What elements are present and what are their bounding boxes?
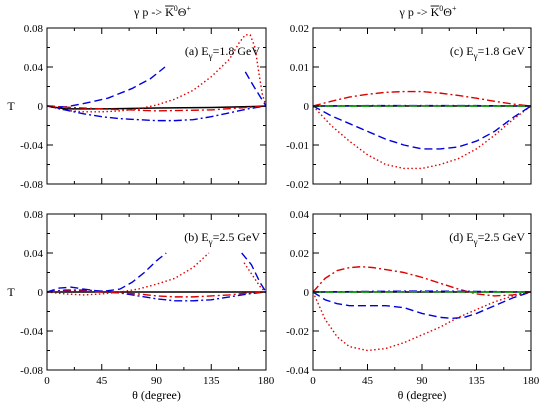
x-tick-label: 0: [310, 375, 316, 387]
series-group: [47, 252, 266, 302]
annotation-suffix: =2.5 GeV: [213, 230, 261, 244]
annotation-suffix: =2.5 GeV: [478, 230, 526, 244]
x-tick-label: 0: [44, 375, 50, 387]
y-tick-label: 0.08: [24, 23, 44, 35]
title-superscript: +: [452, 4, 457, 13]
x-tick-label: 90: [417, 375, 429, 387]
y-tick-label: 0.01: [290, 62, 309, 74]
title-superscript: +: [186, 4, 191, 13]
x-tick-label: 135: [468, 375, 485, 387]
series-line-dashed: [241, 252, 266, 293]
series-line-dashdot: [313, 90, 531, 107]
y-tick-label: 0.04: [290, 209, 310, 221]
panel-4: -0.04 -0.02 0 0.02 0.04 0 45 90 135 180 θ (degree)…: [286, 209, 540, 402]
y-tick-label: 0.08: [24, 209, 44, 221]
panel-title: γ p -> K0Θ+: [399, 4, 457, 19]
panel-annotation: (c) Eγ=1.8 GeV: [450, 44, 525, 61]
y-tick-label: 0: [38, 101, 44, 113]
series-line-dotted: [313, 105, 531, 170]
title-theta: Θ: [443, 5, 452, 19]
panel-1: -0.08 -0.04 0 0.04 0.08 T (a) Eγ=1.8 GeV γ p ->…: [7, 4, 267, 191]
series-line-dotted: [47, 34, 266, 113]
x-axis-label: θ (degree): [398, 388, 447, 402]
y-axis-label: T: [7, 99, 15, 113]
y-axis-label: T: [7, 285, 15, 299]
panel-annotation: (a) Eγ=1.8 GeV: [185, 44, 260, 61]
y-tick-label: -0.02: [286, 179, 309, 191]
title-main: γ p -> K: [399, 5, 440, 19]
title-theta: Θ: [178, 5, 187, 19]
annotation-subscript: γ: [473, 51, 478, 61]
annotation-prefix: (d) E: [449, 230, 473, 244]
series-line-dashdot: [47, 105, 266, 122]
y-tick-label: -0.08: [20, 365, 43, 377]
title-main: γ p -> K: [133, 5, 174, 19]
series-line-dotted: [243, 262, 266, 293]
panel-annotation: (b) Eγ=2.5 GeV: [184, 230, 260, 247]
x-axis-label: θ (degree): [132, 388, 181, 402]
y-tick-label: 0: [304, 101, 310, 113]
panel-annotation: (d) Eγ=2.5 GeV: [449, 230, 525, 247]
annotation-prefix: (a) E: [185, 44, 209, 58]
y-tick-label: 0: [304, 287, 310, 299]
title-superscript: 0: [439, 4, 443, 13]
series-line-dashdot: [313, 265, 531, 297]
annotation-prefix: (b) E: [184, 230, 208, 244]
series-line-solid: [47, 105, 266, 110]
series-group: [47, 34, 266, 122]
y-tick-label: 0.04: [24, 248, 44, 260]
series-line-dashed: [47, 252, 167, 293]
series-line-dashed: [313, 291, 531, 320]
series-line-dashdot: [47, 290, 266, 298]
panel-2: -0.02 -0.01 0 0.01 0.02 (c) Eγ=1.8 GeV γ p -> …: [286, 4, 532, 191]
x-tick-label: 180: [258, 375, 275, 387]
x-tick-label: 45: [96, 375, 108, 387]
panel-title: γ p -> K0Θ+: [133, 4, 191, 19]
x-tick-label: 180: [523, 375, 540, 387]
annotation-suffix: =1.8 GeV: [478, 44, 526, 58]
series-line-dashdot: [47, 289, 266, 302]
annotation-subscript: γ: [473, 237, 478, 247]
series-line-dashed: [47, 66, 166, 108]
y-tick-label: 0: [38, 287, 44, 299]
y-tick-label: -0.02: [286, 326, 309, 338]
series-line-dashed: [313, 105, 531, 150]
annotation-subscript: γ: [208, 51, 213, 61]
series-line-dashed: [244, 71, 266, 107]
y-tick-label: 0.04: [24, 62, 44, 74]
y-tick-label: 0.02: [290, 248, 309, 260]
annotation-suffix: =1.8 GeV: [213, 44, 261, 58]
series-group: [313, 90, 531, 170]
x-tick-label: 90: [151, 375, 163, 387]
y-tick-label: -0.04: [286, 365, 309, 377]
panel-3: -0.08 -0.04 0 0.04 0.08 0 45 90 135 180 Tθ (degree…: [7, 209, 274, 402]
x-tick-label: 45: [362, 375, 374, 387]
series-group: [313, 265, 531, 352]
y-tick-label: -0.08: [20, 179, 43, 191]
series-line-dotted: [313, 291, 531, 352]
y-tick-label: -0.04: [20, 140, 43, 152]
y-tick-label: -0.01: [286, 140, 309, 152]
series-line-dotted: [47, 252, 210, 296]
title-superscript: 0: [174, 4, 178, 13]
annotation-subscript: γ: [208, 237, 213, 247]
y-tick-label: -0.04: [20, 326, 43, 338]
annotation-prefix: (c) E: [450, 44, 474, 58]
x-tick-label: 135: [203, 375, 220, 387]
y-tick-label: 0.02: [290, 23, 309, 35]
